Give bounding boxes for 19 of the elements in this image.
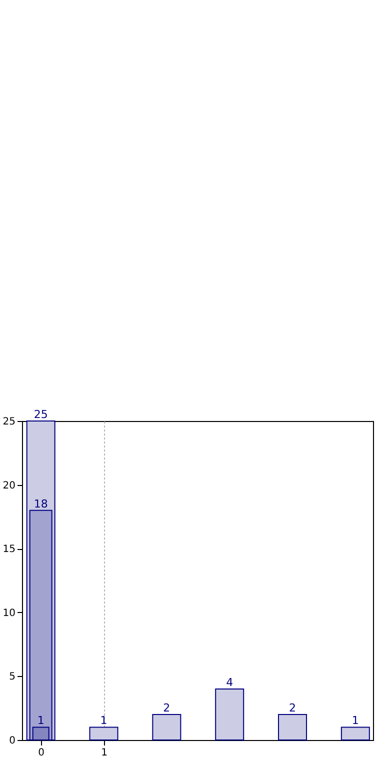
y-tick-label: 5 <box>9 672 16 683</box>
y-tick-label: 20 <box>2 480 16 492</box>
data-label: 1 <box>37 714 44 728</box>
data-label: 1 <box>352 714 359 728</box>
y-tick-label: 10 <box>2 608 16 619</box>
bar <box>215 688 244 740</box>
data-label: 4 <box>226 676 234 689</box>
data-label: 2 <box>289 701 296 714</box>
bar <box>340 726 370 740</box>
data-label: 18 <box>34 497 48 510</box>
y-tick-label: 0 <box>9 736 16 746</box>
data-label: 1 <box>100 714 108 728</box>
bar <box>278 714 307 740</box>
bar <box>89 726 118 740</box>
y-tick-label: 25 <box>2 416 16 428</box>
data-label: 2 <box>163 701 170 714</box>
data-label: 25 <box>34 408 48 421</box>
bar <box>152 714 182 740</box>
y-tick-label: 15 <box>2 544 16 556</box>
